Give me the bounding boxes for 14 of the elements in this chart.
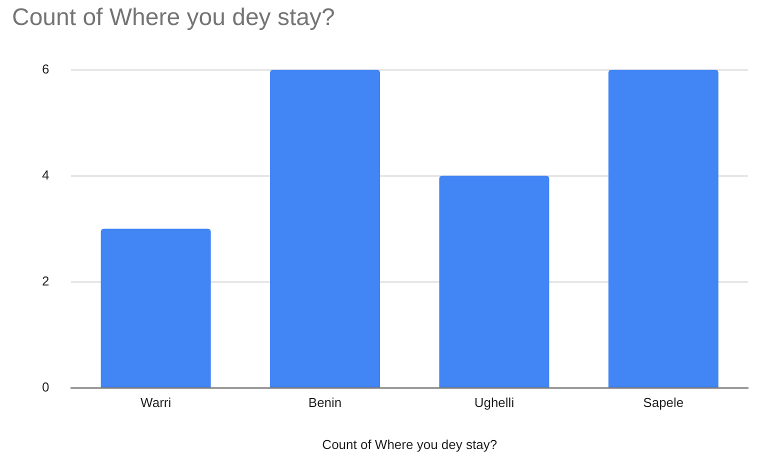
y-tick-label: 0 bbox=[42, 379, 50, 394]
x-tick-label: Sapele bbox=[643, 395, 684, 410]
bar bbox=[100, 228, 211, 388]
y-tick-label: 2 bbox=[42, 273, 50, 288]
x-tick-label: Ughelli bbox=[474, 395, 514, 410]
y-tick-label: 4 bbox=[42, 167, 50, 182]
bar bbox=[439, 176, 550, 388]
x-tick-label: Benin bbox=[308, 395, 342, 410]
bar bbox=[608, 70, 718, 388]
chart-title: Count of Where you dey stay? bbox=[12, 4, 335, 32]
bar bbox=[270, 70, 380, 388]
x-axis-title: Count of Where you dey stay? bbox=[322, 436, 498, 452]
y-tick-label: 6 bbox=[42, 61, 50, 76]
x-tick-label: Warri bbox=[140, 395, 172, 410]
